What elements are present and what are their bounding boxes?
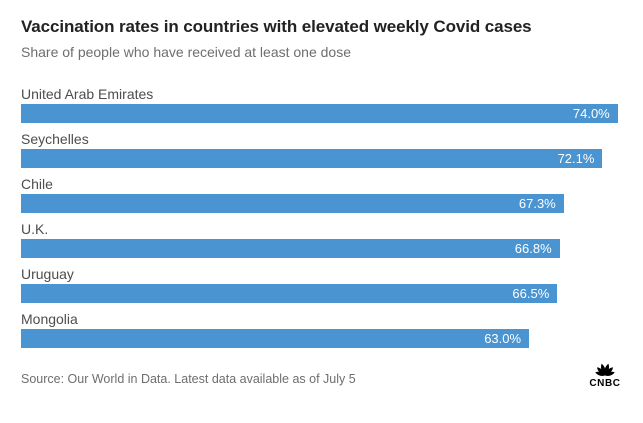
- value-bar: 67.3%: [21, 194, 564, 214]
- country-label: U.K.: [21, 221, 49, 238]
- bar-row: Chile 67.3%: [21, 176, 621, 214]
- bar-row: U.K. 66.8%: [21, 221, 621, 259]
- chart-subtitle: Share of people who have received at lea…: [21, 44, 352, 61]
- value-bar: 74.0%: [21, 104, 618, 124]
- value-label: 67.3%: [518, 196, 556, 212]
- bar-row: Seychelles 72.1%: [21, 131, 621, 169]
- bar-track: 63.0%: [21, 329, 621, 349]
- bar-chart: United Arab Emirates 74.0% Seychelles 72.1%…: [21, 86, 621, 349]
- source-note: Source: Our World in Data. Latest data a…: [21, 372, 356, 386]
- value-label: 63.0%: [484, 331, 522, 347]
- value-label: 74.0%: [572, 106, 610, 122]
- bar-row: United Arab Emirates 74.0%: [21, 86, 621, 124]
- country-label: Chile: [21, 176, 53, 193]
- value-label: 66.5%: [512, 286, 550, 302]
- value-bar: 63.0%: [21, 329, 530, 349]
- value-label: 72.1%: [557, 151, 595, 167]
- bar-row: Uruguay 66.5%: [21, 266, 621, 304]
- bar-track: 66.8%: [21, 239, 621, 259]
- country-label: Uruguay: [21, 266, 74, 283]
- value-bar: 72.1%: [21, 149, 603, 169]
- chart-footer: Source: Our World in Data. Latest data a…: [21, 351, 623, 389]
- bar-track: 72.1%: [21, 149, 621, 169]
- country-label: Seychelles: [21, 131, 89, 148]
- bar-row: Mongolia 63.0%: [21, 311, 621, 349]
- bar-track: 66.5%: [21, 284, 621, 304]
- value-bar: 66.8%: [21, 239, 560, 259]
- chart-title: Vaccination rates in countries with elev…: [21, 17, 532, 36]
- country-label: United Arab Emirates: [21, 86, 154, 103]
- value-bar: 66.5%: [21, 284, 558, 304]
- cnbc-logo: CNBC: [587, 351, 623, 389]
- bar-track: 74.0%: [21, 104, 621, 124]
- bar-track: 67.3%: [21, 194, 621, 214]
- cnbc-logo-text: CNBC: [589, 378, 621, 389]
- peacock-icon: [595, 363, 615, 376]
- value-label: 66.8%: [514, 241, 552, 257]
- country-label: Mongolia: [21, 311, 78, 328]
